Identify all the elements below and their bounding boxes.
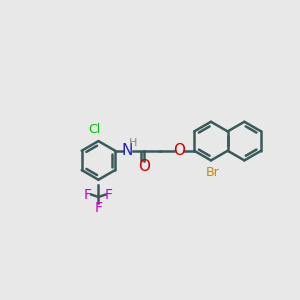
- Text: Br: Br: [206, 166, 220, 179]
- Text: F: F: [105, 188, 113, 202]
- Text: O: O: [138, 159, 150, 174]
- Text: H: H: [129, 138, 137, 148]
- Text: F: F: [84, 188, 92, 202]
- Text: N: N: [122, 143, 133, 158]
- Text: Cl: Cl: [89, 123, 101, 136]
- Text: F: F: [94, 201, 102, 215]
- Text: O: O: [173, 143, 185, 158]
